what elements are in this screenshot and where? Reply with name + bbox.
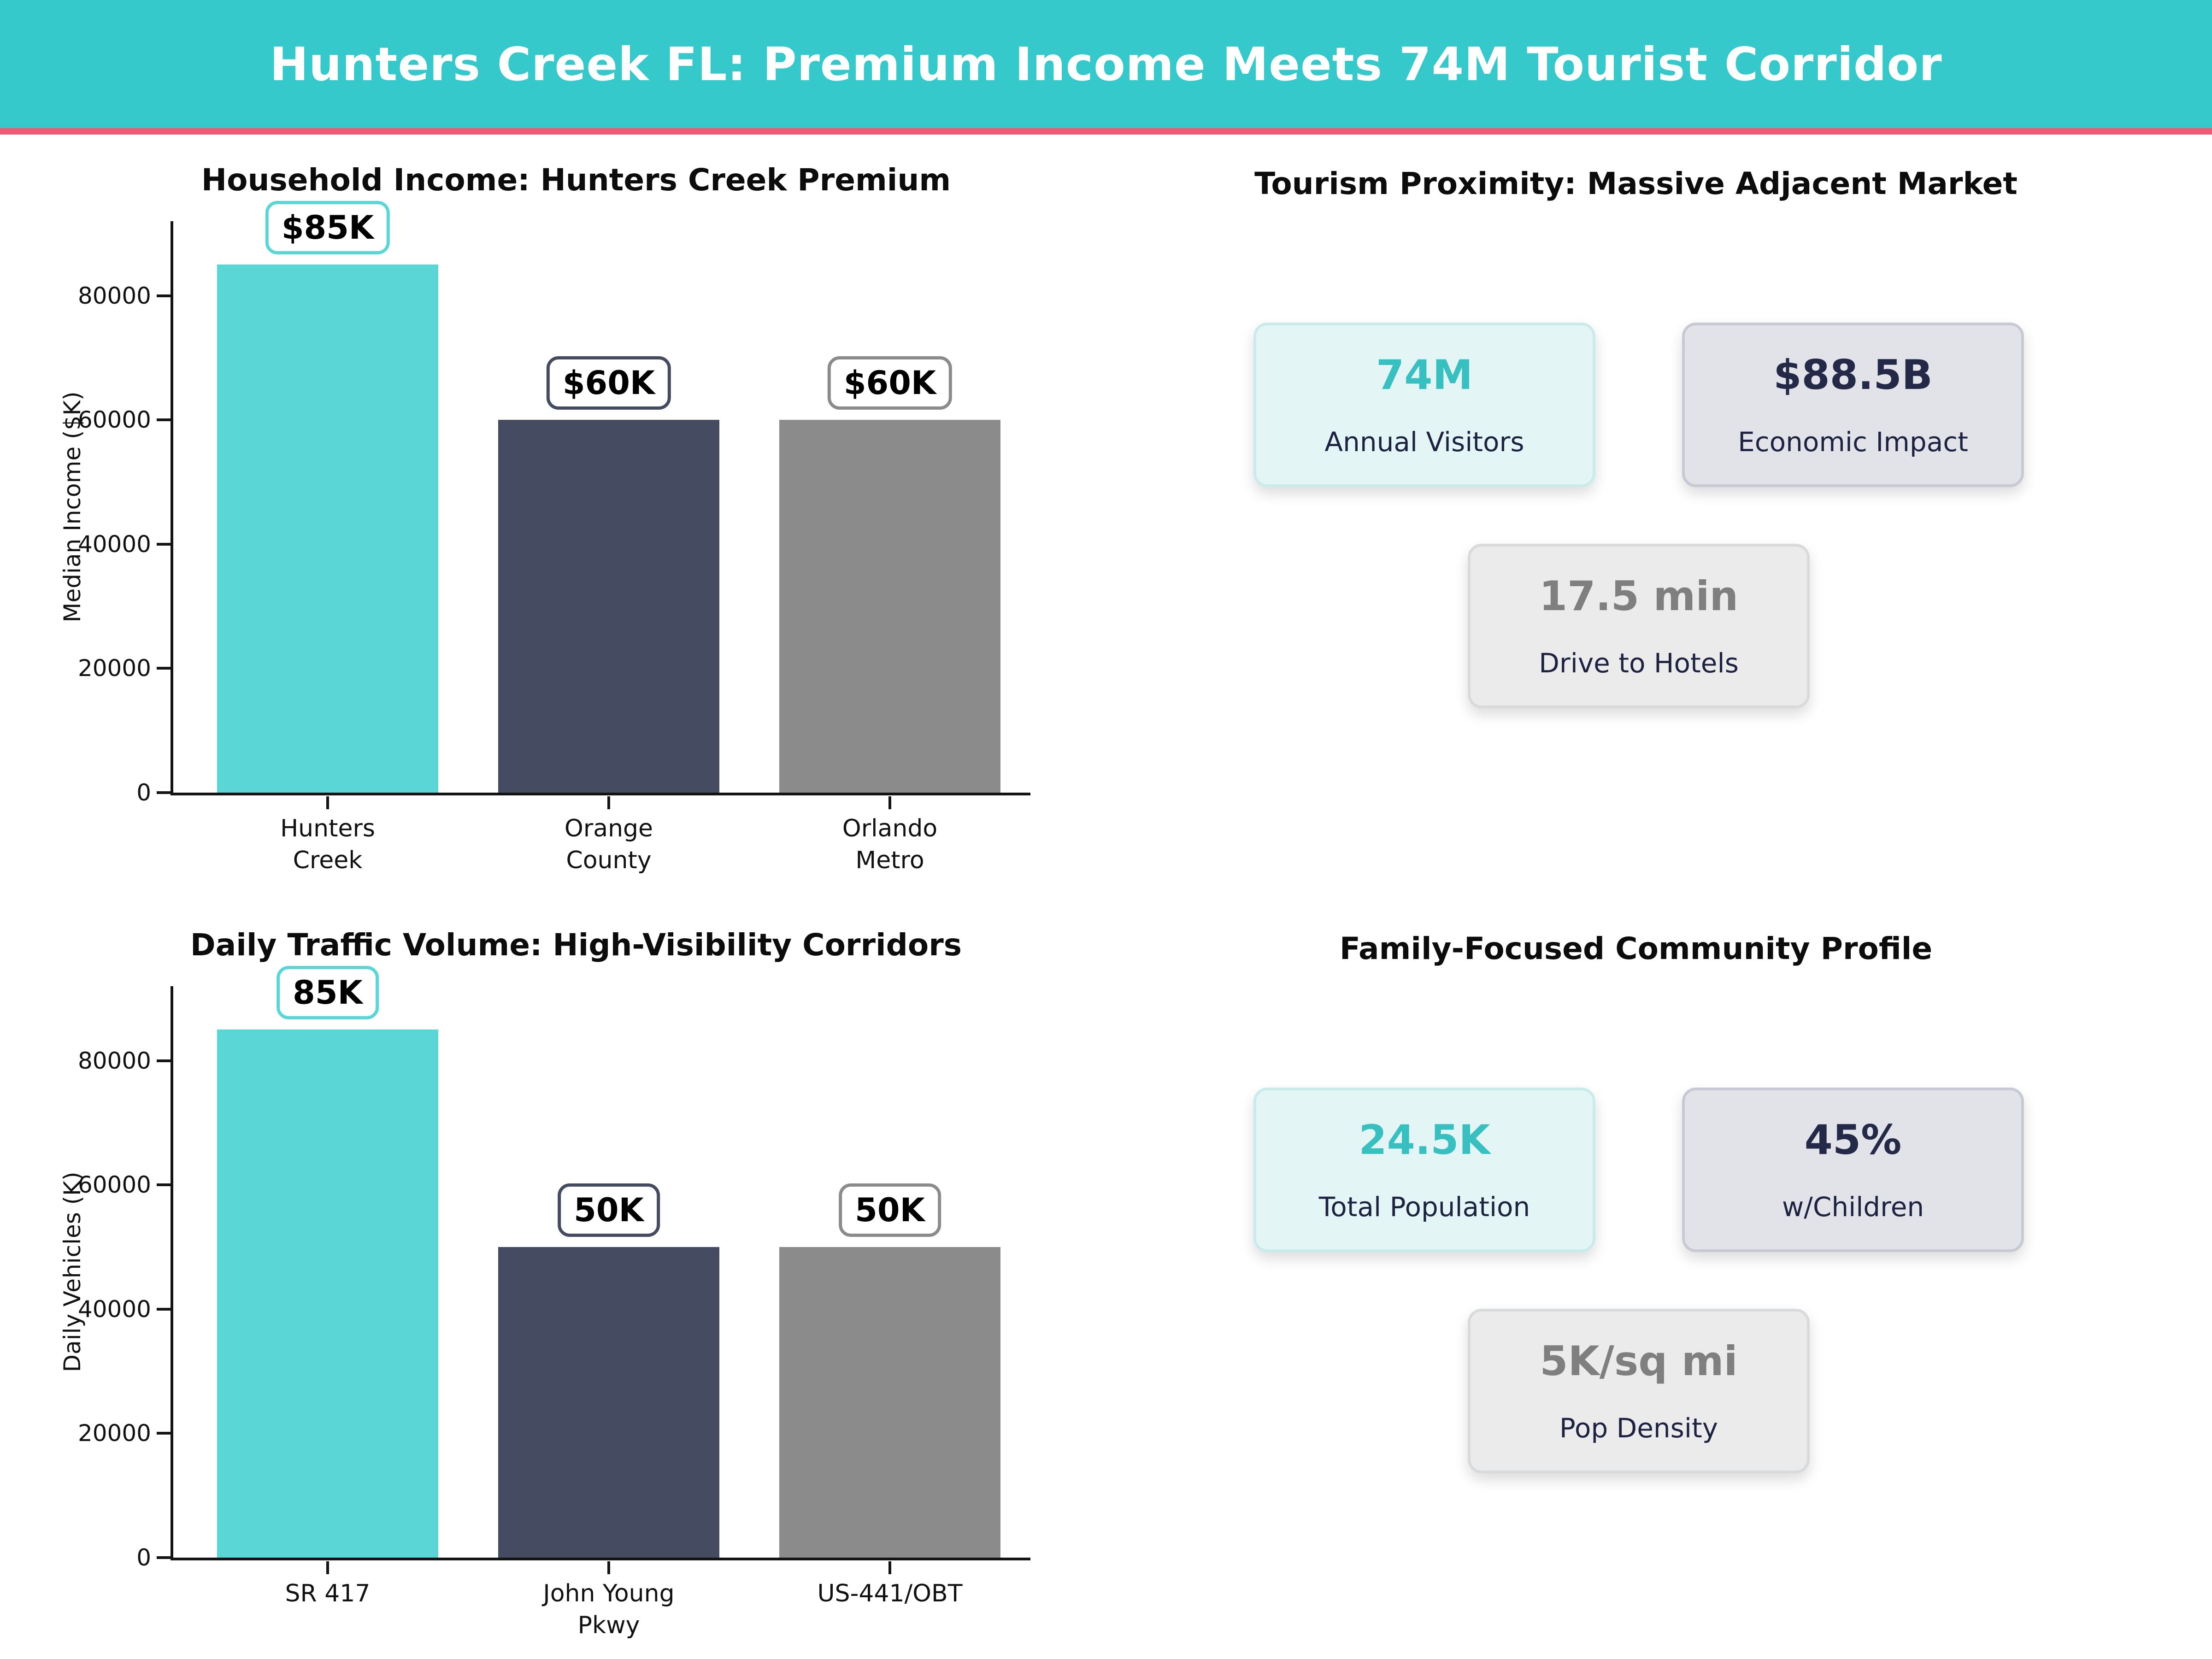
stat-card-pop-density: 5K/sq mi Pop Density <box>1468 1309 1810 1473</box>
x-tick-label: SR 417 <box>285 1580 371 1607</box>
y-tick-label: 40000 <box>77 1295 151 1323</box>
bar-value-label: $85K <box>265 201 390 255</box>
y-tick-mark <box>157 1307 171 1311</box>
community-profile-section: Family-Focused Community Profile 24.5K To… <box>1106 917 2212 1659</box>
chart-title: Daily Traffic Volume: High-Visibility Co… <box>190 927 962 963</box>
section-title: Tourism Proximity: Massive Adjacent Mark… <box>1254 166 2018 201</box>
stat-label: Annual Visitors <box>1324 426 1524 458</box>
stat-value: 17.5 min <box>1539 572 1739 620</box>
y-tick-label: 0 <box>136 1544 151 1571</box>
x-tick-label: Orlando Metro <box>842 815 938 874</box>
y-tick-mark <box>157 418 171 422</box>
stat-value: 45% <box>1804 1116 1902 1164</box>
x-tick-mark <box>888 1561 891 1574</box>
bar-us-441-obt <box>779 1247 1000 1558</box>
chart-title: Household Income: Hunters Creek Premium <box>201 162 951 198</box>
daily-traffic-chart: Daily Traffic Volume: High-Visibility Co… <box>46 917 1106 1659</box>
stat-label: w/Children <box>1782 1191 1924 1223</box>
y-tick-label: 80000 <box>77 1047 151 1074</box>
stat-label: Pop Density <box>1559 1412 1718 1444</box>
bar-value-label: $60K <box>827 356 953 410</box>
x-tick-mark <box>888 796 891 809</box>
y-tick-label: 20000 <box>77 655 151 682</box>
bar-sr-417 <box>217 1030 438 1558</box>
bar-hunters-creek <box>217 265 438 793</box>
bar-value-label: 85K <box>276 966 379 1020</box>
y-tick-mark <box>157 1556 171 1559</box>
y-tick-mark <box>157 1432 171 1435</box>
x-tick-mark <box>607 1561 610 1574</box>
stat-label: Drive to Hotels <box>1539 647 1739 679</box>
section-title: Family-Focused Community Profile <box>1339 931 1933 966</box>
y-tick-label: 0 <box>136 779 151 806</box>
bar-orlando-metro <box>779 420 1000 793</box>
x-tick-label: Orange County <box>564 815 653 874</box>
bar-john-young-pkwy <box>498 1247 719 1558</box>
header-divider <box>0 128 2212 135</box>
stat-label: Economic Impact <box>1738 426 1968 458</box>
household-income-chart: Household Income: Hunters Creek Premium … <box>46 152 1106 903</box>
bar-value-label: $60K <box>546 356 671 410</box>
x-tick-label: Hunters Creek <box>280 815 375 874</box>
y-tick-mark <box>157 1183 171 1187</box>
y-tick-label: 60000 <box>77 406 151 434</box>
bar-orange-county <box>498 420 719 793</box>
page-title: Hunters Creek FL: Premium Income Meets 7… <box>270 37 1942 91</box>
x-tick-mark <box>607 796 610 809</box>
header-banner: Hunters Creek FL: Premium Income Meets 7… <box>0 0 2212 128</box>
stat-card-annual-visitors: 74M Annual Visitors <box>1253 323 1595 487</box>
stat-value: 5K/sq mi <box>1540 1337 1738 1385</box>
bar-value-label: 50K <box>558 1183 660 1237</box>
x-tick-label: US-441/OBT <box>817 1580 963 1607</box>
plot-area: 0 20000 40000 60000 80000 85K SR 417 50K John Yo… <box>78 966 1030 1639</box>
x-tick-label: John Young Pkwy <box>543 1580 675 1639</box>
y-tick-mark <box>157 542 171 546</box>
stat-card-w-children: 45% w/Children <box>1682 1088 2024 1252</box>
y-tick-mark <box>157 667 171 670</box>
y-tick-mark <box>157 791 171 794</box>
y-tick-mark <box>157 1059 171 1062</box>
y-tick-label: 40000 <box>77 530 151 558</box>
stat-label: Total Population <box>1318 1191 1530 1223</box>
y-tick-mark <box>157 294 171 297</box>
stat-card-drive-to-hotels: 17.5 min Drive to Hotels <box>1468 544 1810 708</box>
stat-value: $88.5B <box>1773 351 1933 399</box>
tourism-proximity-section: Tourism Proximity: Massive Adjacent Mark… <box>1106 152 2212 903</box>
bar-value-label: 50K <box>839 1183 941 1237</box>
plot-area: 0 20000 40000 60000 80000 $85K Hunters Creek $6… <box>78 201 1030 874</box>
y-tick-label: 60000 <box>77 1171 151 1199</box>
stat-value: 74M <box>1376 351 1473 399</box>
y-axis-label: Daily Vehicles (K) <box>59 1171 86 1372</box>
y-tick-label: 80000 <box>77 282 151 309</box>
y-tick-label: 20000 <box>77 1420 151 1447</box>
x-tick-mark <box>326 796 329 809</box>
stat-card-total-population: 24.5K Total Population <box>1253 1088 1595 1252</box>
stat-card-economic-impact: $88.5B Economic Impact <box>1682 323 2024 487</box>
x-tick-mark <box>326 1561 329 1574</box>
stat-value: 24.5K <box>1359 1116 1490 1164</box>
